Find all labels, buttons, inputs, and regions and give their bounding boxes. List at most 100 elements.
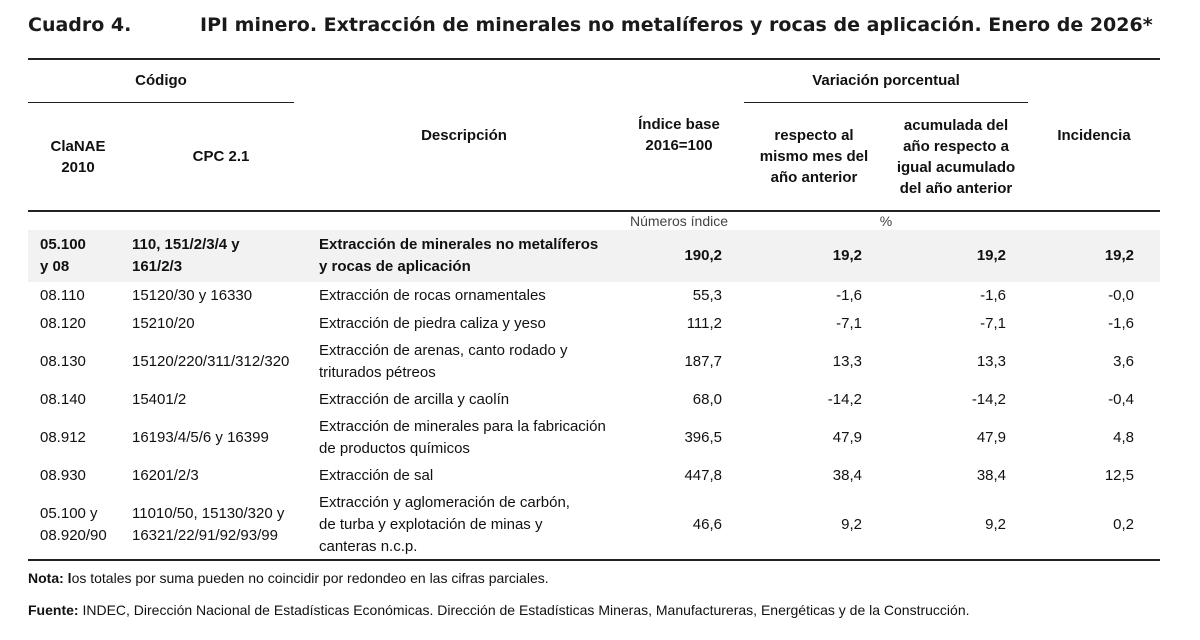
description-cell: Extracción de arenas, canto rodado y trit… [314,338,614,386]
table-row: 08.110 15120/30 y 16330 Extracción de roca… [28,282,1160,310]
description-cell-line: Extracción de arenas, canto rodado y [319,342,568,359]
source-text: INDEC, Dirección Nacional de Estadística… [78,602,970,618]
clanae-cell-line: 08.920/90 [40,526,107,544]
header-var-mes-line3: año anterior [770,169,858,186]
incidence-cell: -1,6 [1108,315,1135,332]
unit-pct: % [879,213,893,229]
clanae-cell-line: y 08 [40,258,70,275]
var-accum-cell: 47,9 [976,429,1007,446]
cpc-cell-line: 16193/4/5/6 y 16399 [132,429,269,446]
cpc-cell-line: 15210/20 [132,315,195,332]
clanae-cell-line: 08.140 [40,391,86,408]
cpc-cell: 110, 151/2/3/4 y 161/2/3 [128,230,314,282]
description-cell: Extracción de piedra caliza y yeso [314,310,614,338]
index-cell: 396,5 [684,429,722,446]
cpc-cell-line: 15401/2 [132,391,187,408]
index-cell: 111,2 [686,315,722,332]
table-title: Cuadro 4. IPI minero. Extracción de mine… [28,10,1178,42]
clanae-cell: 08.130 [28,338,128,386]
description-cell: Extracción de minerales para la fabricac… [314,414,614,462]
incidence-cell: 4,8 [1113,429,1135,446]
cpc-cell: 11010/50, 15130/320 y 16321/22/91/92/93/9… [128,490,314,561]
cpc-cell-line: 16321/22/91/92/93/99 [132,526,278,544]
clanae-cell-line: 08.130 [40,353,86,370]
index-cell: 46,6 [614,490,744,561]
var-month-cell: -1,6 [836,287,862,304]
clanae-cell-line: 05.100 y [40,504,98,522]
var-accum-cell: -7,1 [980,315,1007,332]
description-cell-line: Extracción y aglomeración de carbón, [319,493,570,511]
header-variacion-label: Variación porcentual [744,60,1029,103]
incidence-cell: -0,4 [1108,391,1135,408]
units-row: Números índice % [28,211,1160,230]
table-body: Números índice % 05.100 y 08 110, 151/2/3/… [28,211,1161,561]
index-cell: 55,3 [692,287,722,304]
clanae-cell: 05.100 y 08 [28,230,128,282]
header-codigo-label: Código [28,60,294,103]
note-label: Nota: l [28,570,72,586]
header-codigo: Código [28,59,314,103]
clanae-cell: 08.912 [28,414,128,462]
description-cell-line: Extracción de minerales no metalíferos [319,236,599,253]
index-cell: 187,7 [684,353,722,370]
var-accum-cell: 13,3 [976,353,1007,370]
header-variacion: Variación porcentual [744,59,1029,103]
cpc-cell: 15120/30 y 16330 [128,282,314,310]
data-table: Código Descripción Índice base 2016=100 … [28,58,1161,561]
header-cpc: CPC 2.1 [192,148,250,165]
index-cell: 447,8 [684,467,722,484]
header-descripcion: Descripción [421,126,507,144]
header-incidencia: Incidencia [1057,126,1131,144]
description-cell-line: Extracción de piedra caliza y yeso [319,315,546,332]
cpc-cell-line: 15120/220/311/312/320 [132,353,290,370]
cpc-cell: 15120/220/311/312/320 [128,338,314,386]
unit-index: Números índice [629,213,729,229]
clanae-cell-line: 08.120 [40,315,86,332]
header-var-acum-line4: del año anterior [899,179,1013,197]
clanae-cell: 08.110 [28,282,128,310]
note-text: os totales por suma pueden no coincidir … [71,570,549,586]
clanae-cell: 08.140 [28,386,128,414]
header-var-mes-line2: mismo mes del [759,148,869,165]
var-month-cell: 19,2 [744,230,884,282]
incidence-cell: 3,6 [1113,353,1135,370]
table-number: Cuadro 4. [28,14,132,36]
var-accum-cell: -1,6 [980,287,1007,304]
clanae-cell: 08.120 [28,310,128,338]
data-table-container: Código Descripción Índice base 2016=100 … [28,58,1161,561]
header-var-acum-line1: acumulada del [903,116,1009,134]
header-indice: Índice base 2016=100 [614,59,744,211]
cpc-cell: 15210/20 [128,310,314,338]
table-row: 08.912 16193/4/5/6 y 16399 Extracción de m… [28,414,1160,462]
description-cell: Extracción de arcilla y caolín [314,386,614,414]
description-cell-line: de turba y explotación de minas y [319,515,543,533]
table-row: 05.100 y 08.920/90 11010/50, 15130/320 y 16… [28,490,1161,561]
table-row: 08.130 15120/220/311/312/320 Extracción de… [28,338,1160,386]
description-cell-line: Extracción de minerales para la fabricac… [319,418,606,435]
description-cell: Extracción de rocas ornamentales [314,282,614,310]
description-cell-line: Extracción de rocas ornamentales [319,287,546,304]
clanae-cell-line: 08.912 [40,429,86,446]
description-cell-line: triturados pétreos [319,364,436,381]
description-cell-line: Extracción de arcilla y caolín [319,391,510,408]
var-accum-cell: 9,2 [884,490,1029,561]
header-indice-line1: Índice base [638,116,720,133]
description-cell-line: canteras n.c.p. [319,537,418,555]
incidence-cell: 12,5 [1104,467,1135,484]
clanae-cell-line: 08.930 [40,467,86,484]
index-cell: 190,2 [614,230,744,282]
source-label: Fuente: [28,602,79,618]
cpc-cell: 16201/2/3 [128,462,314,490]
clanae-cell: 05.100 y 08.920/90 [28,490,128,561]
header-var-acum-line2: año respecto a [903,137,1009,155]
header-var-mes: respecto al mismo mes del año anterior [744,103,884,211]
header-indice-line2: 2016=100 [645,137,713,154]
header-var-mes-line1: respecto al [774,127,854,144]
description-cell-line: y rocas de aplicación [319,258,471,275]
cpc-cell: 15401/2 [128,386,314,414]
description-cell-line: de productos químicos [319,440,470,457]
incidence-cell: 0,2 [1028,490,1161,561]
header-clanae-line1: ClaNAE [50,137,106,155]
cpc-cell-line: 15120/30 y 16330 [132,287,253,304]
clanae-cell-line: 08.110 [40,287,85,304]
